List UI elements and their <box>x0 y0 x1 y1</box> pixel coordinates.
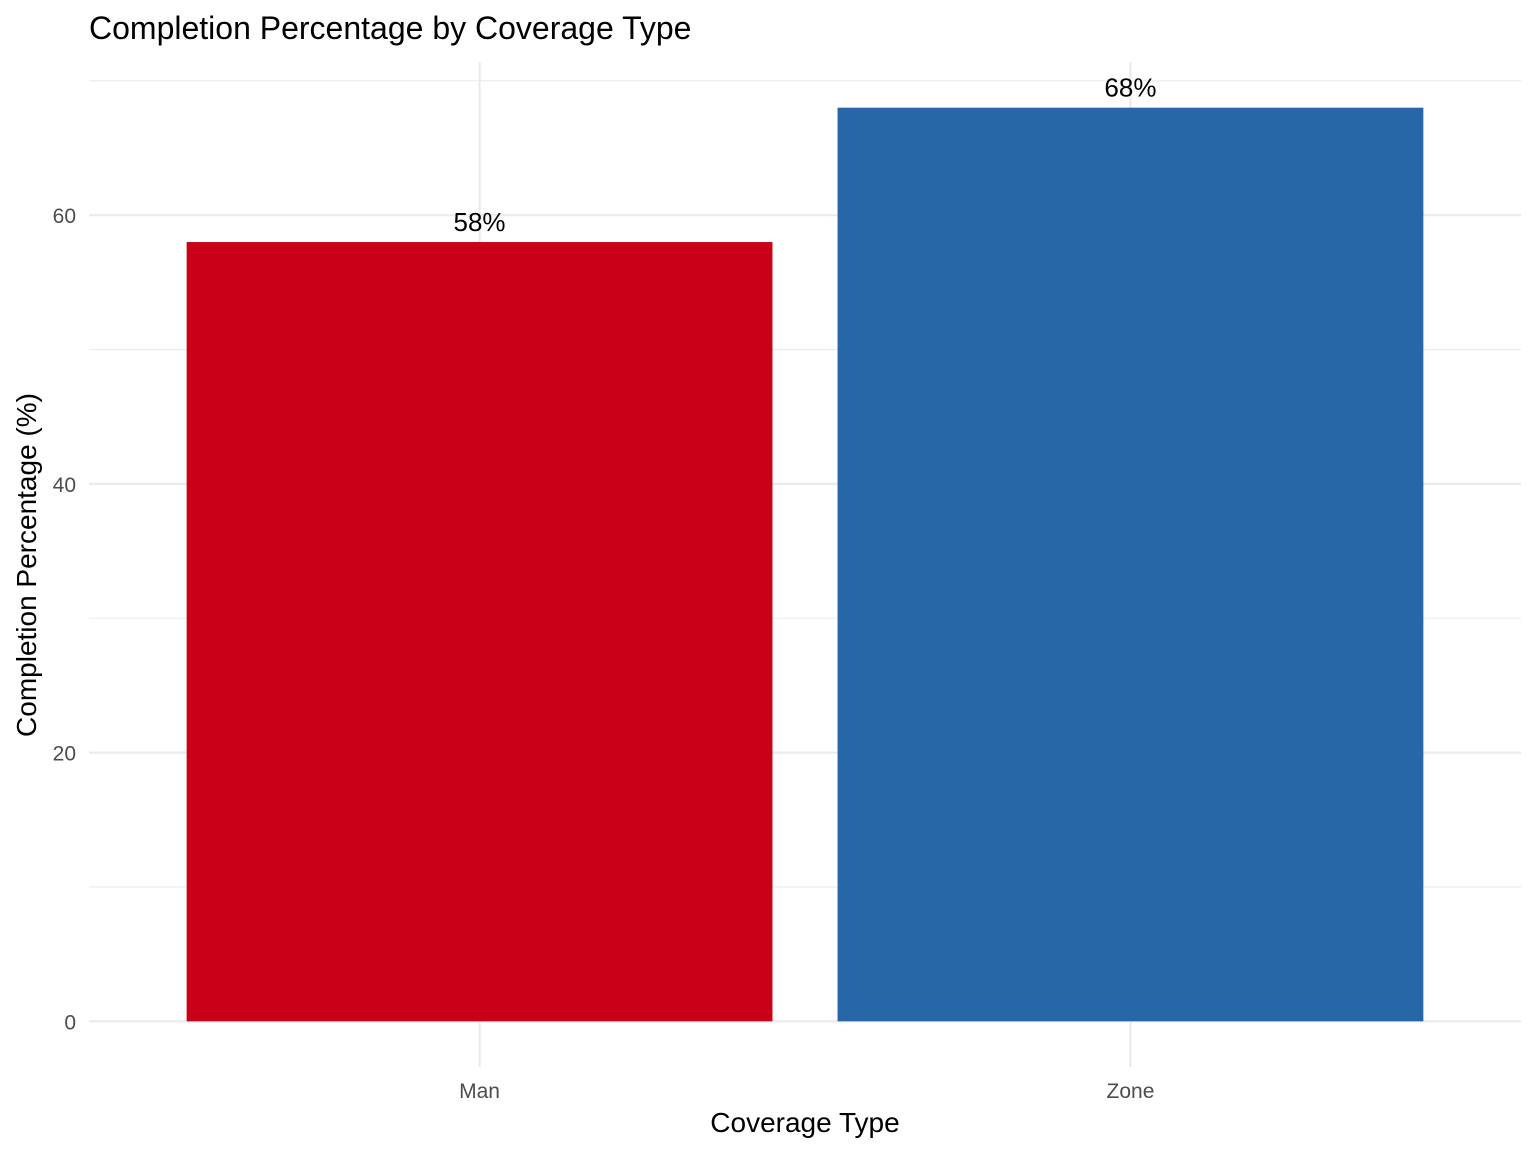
x-axis-title: Coverage Type <box>710 1107 899 1138</box>
y-tick-label: 60 <box>53 205 76 228</box>
x-tick-label: Zone <box>1107 1080 1155 1103</box>
x-axis-ticks: Man Zone <box>459 1080 1154 1103</box>
y-tick-label: 40 <box>53 474 76 497</box>
y-tick-label: 0 <box>64 1011 76 1034</box>
bar-zone <box>837 107 1424 1022</box>
y-axis-title: Completion Percentage (%) <box>11 393 42 737</box>
bars <box>186 107 1424 1022</box>
y-tick-label: 20 <box>53 743 76 766</box>
bar-man <box>186 242 773 1022</box>
y-axis-ticks: 0 20 40 60 <box>53 205 76 1034</box>
x-tick-label: Man <box>459 1080 500 1103</box>
data-labels: 58% 68% <box>454 73 1157 237</box>
data-label-man: 58% <box>454 207 506 237</box>
chart-title: Completion Percentage by Coverage Type <box>89 10 691 46</box>
data-label-zone: 68% <box>1104 73 1156 103</box>
